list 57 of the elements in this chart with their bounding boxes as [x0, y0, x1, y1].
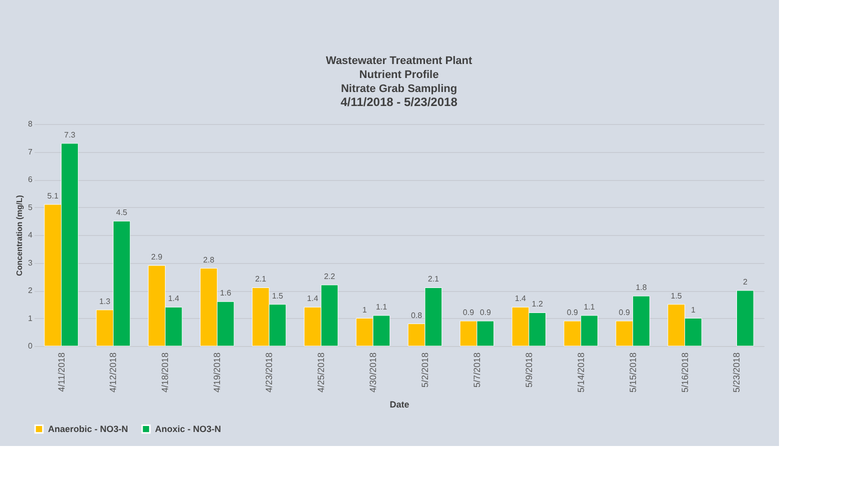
- data-label: 1.1: [376, 302, 388, 312]
- y-tick-label: 0: [28, 342, 34, 350]
- data-label: 1.5: [670, 291, 682, 300]
- x-tick-label: 5/14/2018: [576, 352, 586, 393]
- data-label: 1.4: [307, 294, 319, 304]
- data-label: 2.2: [324, 272, 336, 281]
- data-label: 0.9: [618, 308, 630, 318]
- x-tick-label: 5/23/2018: [732, 352, 742, 393]
- y-axis-title: Concentration (mg/L): [15, 194, 24, 276]
- bar: [736, 290, 754, 346]
- x-tick-label: 5/16/2018: [680, 352, 690, 393]
- data-label: 1.1: [584, 302, 596, 312]
- data-label: 1.5: [272, 291, 284, 300]
- y-tick-label: 5: [28, 202, 34, 212]
- data-label: 4.5: [116, 208, 128, 218]
- y-tick-label: 4: [28, 230, 34, 240]
- data-label: 1: [362, 305, 368, 314]
- y-tick-label: 3: [28, 258, 34, 268]
- data-label: 1.3: [99, 296, 111, 306]
- data-label: 1.8: [636, 283, 648, 292]
- x-tick-label: 4/23/2018: [264, 352, 274, 393]
- y-tick-label: 7: [28, 147, 34, 156]
- data-label: 2.1: [255, 274, 267, 284]
- x-tick-label: 4/25/2018: [316, 352, 326, 393]
- data-label: 7.3: [64, 130, 76, 140]
- data-label: 0.9: [462, 308, 475, 318]
- data-label: 2: [742, 278, 748, 286]
- data-label: 2.8: [203, 255, 215, 264]
- y-tick-label: 6: [28, 175, 34, 184]
- data-label: 1: [690, 305, 696, 314]
- x-tick-label: 5/2/2018: [420, 352, 430, 388]
- data-label: 0.9: [566, 308, 579, 318]
- legend-label: Anaerobic - NO3-N: [48, 424, 128, 434]
- chart-title: Wastewater Treatment Plant Nutrient Profile Nitrate Grab Sampling: [326, 55, 472, 95]
- x-tick-label: 4/18/2018: [160, 352, 170, 393]
- data-label: 1.6: [220, 288, 232, 298]
- x-tick-label: 4/12/2018: [108, 352, 118, 393]
- data-label: 1.2: [532, 300, 544, 309]
- chart-subtitle: 4/11/2018 - 5/23/2018: [340, 95, 458, 109]
- x-tick-label: 4/30/2018: [368, 352, 378, 393]
- y-tick-label: 1: [28, 314, 34, 323]
- data-label: 2.1: [428, 274, 440, 284]
- y-tick-label: 2: [28, 286, 34, 295]
- y-tick-label: 8: [28, 120, 34, 128]
- x-tick-label: 5/9/2018: [524, 352, 534, 388]
- legend-label: Anoxic - NO3-N: [155, 424, 222, 434]
- x-axis-title: Date: [390, 400, 410, 410]
- data-label: 0.8: [410, 310, 423, 320]
- data-label: 0.9: [480, 308, 492, 318]
- data-label: 1.4: [168, 294, 180, 304]
- x-tick-label: 4/11/2018: [56, 352, 66, 392]
- x-tick-label: 5/15/2018: [628, 352, 638, 393]
- data-label: 2.9: [151, 252, 163, 262]
- data-label: 1.4: [514, 294, 527, 304]
- x-tick-label: 4/19/2018: [212, 352, 222, 393]
- x-tick-label: 5/7/2018: [472, 352, 482, 388]
- data-label: 5.1: [47, 191, 59, 200]
